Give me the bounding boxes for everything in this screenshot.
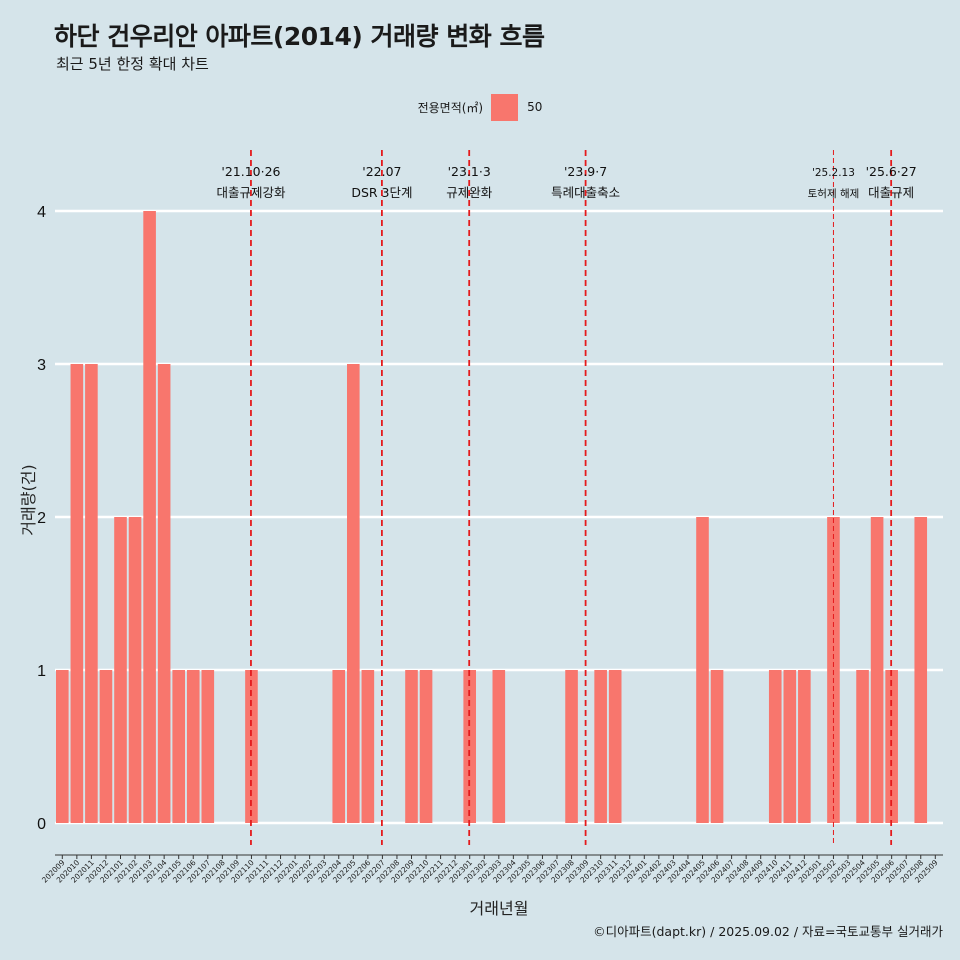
event-name-label: 규제완화 [446,185,493,200]
bar [419,670,433,823]
y-tick-label: 2 [37,510,46,527]
event-date-label: '22.07 [362,164,401,179]
chart-subtitle: 최근 5년 한정 확대 차트 [56,55,209,73]
bar [783,670,797,823]
event-name-label: 토허제 해제 [808,187,860,200]
legend-swatch [491,93,519,121]
bar [85,364,98,823]
bar [565,670,578,823]
bar [70,364,84,823]
bar [361,670,375,823]
bar [56,670,69,823]
event-date-label: '25.6·27 [866,164,917,179]
source-caption: ©디아파트(dapt.kr) / 2025.09.02 / 자료=국토교통부 실… [593,924,943,939]
event-name-label: DSR 3단계 [351,185,412,200]
bar [856,670,869,823]
bar [114,517,127,823]
bar [143,211,156,823]
bar [696,517,709,823]
event-date-label: '23.1·3 [448,164,491,179]
bar [914,517,928,823]
y-tick-label: 1 [37,663,46,680]
bar [608,670,622,823]
bar [463,670,476,823]
chart-title: 하단 건우리안 아파트(2014) 거래량 변화 흐름 [54,22,545,51]
event-lines: '21.10·26 대출규제강화 '22.07 DSR 3단계 '23.1·3 규제완화 '… [216,150,917,845]
bar [157,364,171,823]
bar [172,670,185,823]
legend-label: 50 [527,100,543,114]
event-date-label: '21.10·26 [221,164,280,179]
bar [710,670,724,823]
bar [405,670,418,823]
bar [798,670,811,823]
bar [201,670,215,823]
bar [768,670,782,823]
bar [245,670,258,823]
bars [56,211,928,823]
x-axis-title: 거래년월 [470,899,529,918]
bar [332,670,346,823]
bar [870,517,884,823]
event-name-label: 대출규제 [868,185,914,200]
legend-title: 전용면적(㎡) [417,100,484,115]
event-name-label: 특례대출축소 [551,185,620,200]
event-date-label: '23.9·7 [564,164,607,179]
y-axis-title: 거래량(건) [19,464,38,535]
y-tick-label: 3 [37,357,46,374]
bar [885,670,898,823]
bar [99,670,113,823]
y-tick-label: 0 [37,816,46,833]
bar [492,670,506,823]
y-tick-label: 4 [37,204,46,221]
legend: 전용면적(㎡) 50 [0,93,960,121]
bar [186,670,200,823]
event-name-label: 대출규제강화 [216,185,286,200]
bar [347,364,360,823]
event-date-label: '25.2.13 [812,167,855,179]
bar [594,670,607,823]
bar [128,517,142,823]
